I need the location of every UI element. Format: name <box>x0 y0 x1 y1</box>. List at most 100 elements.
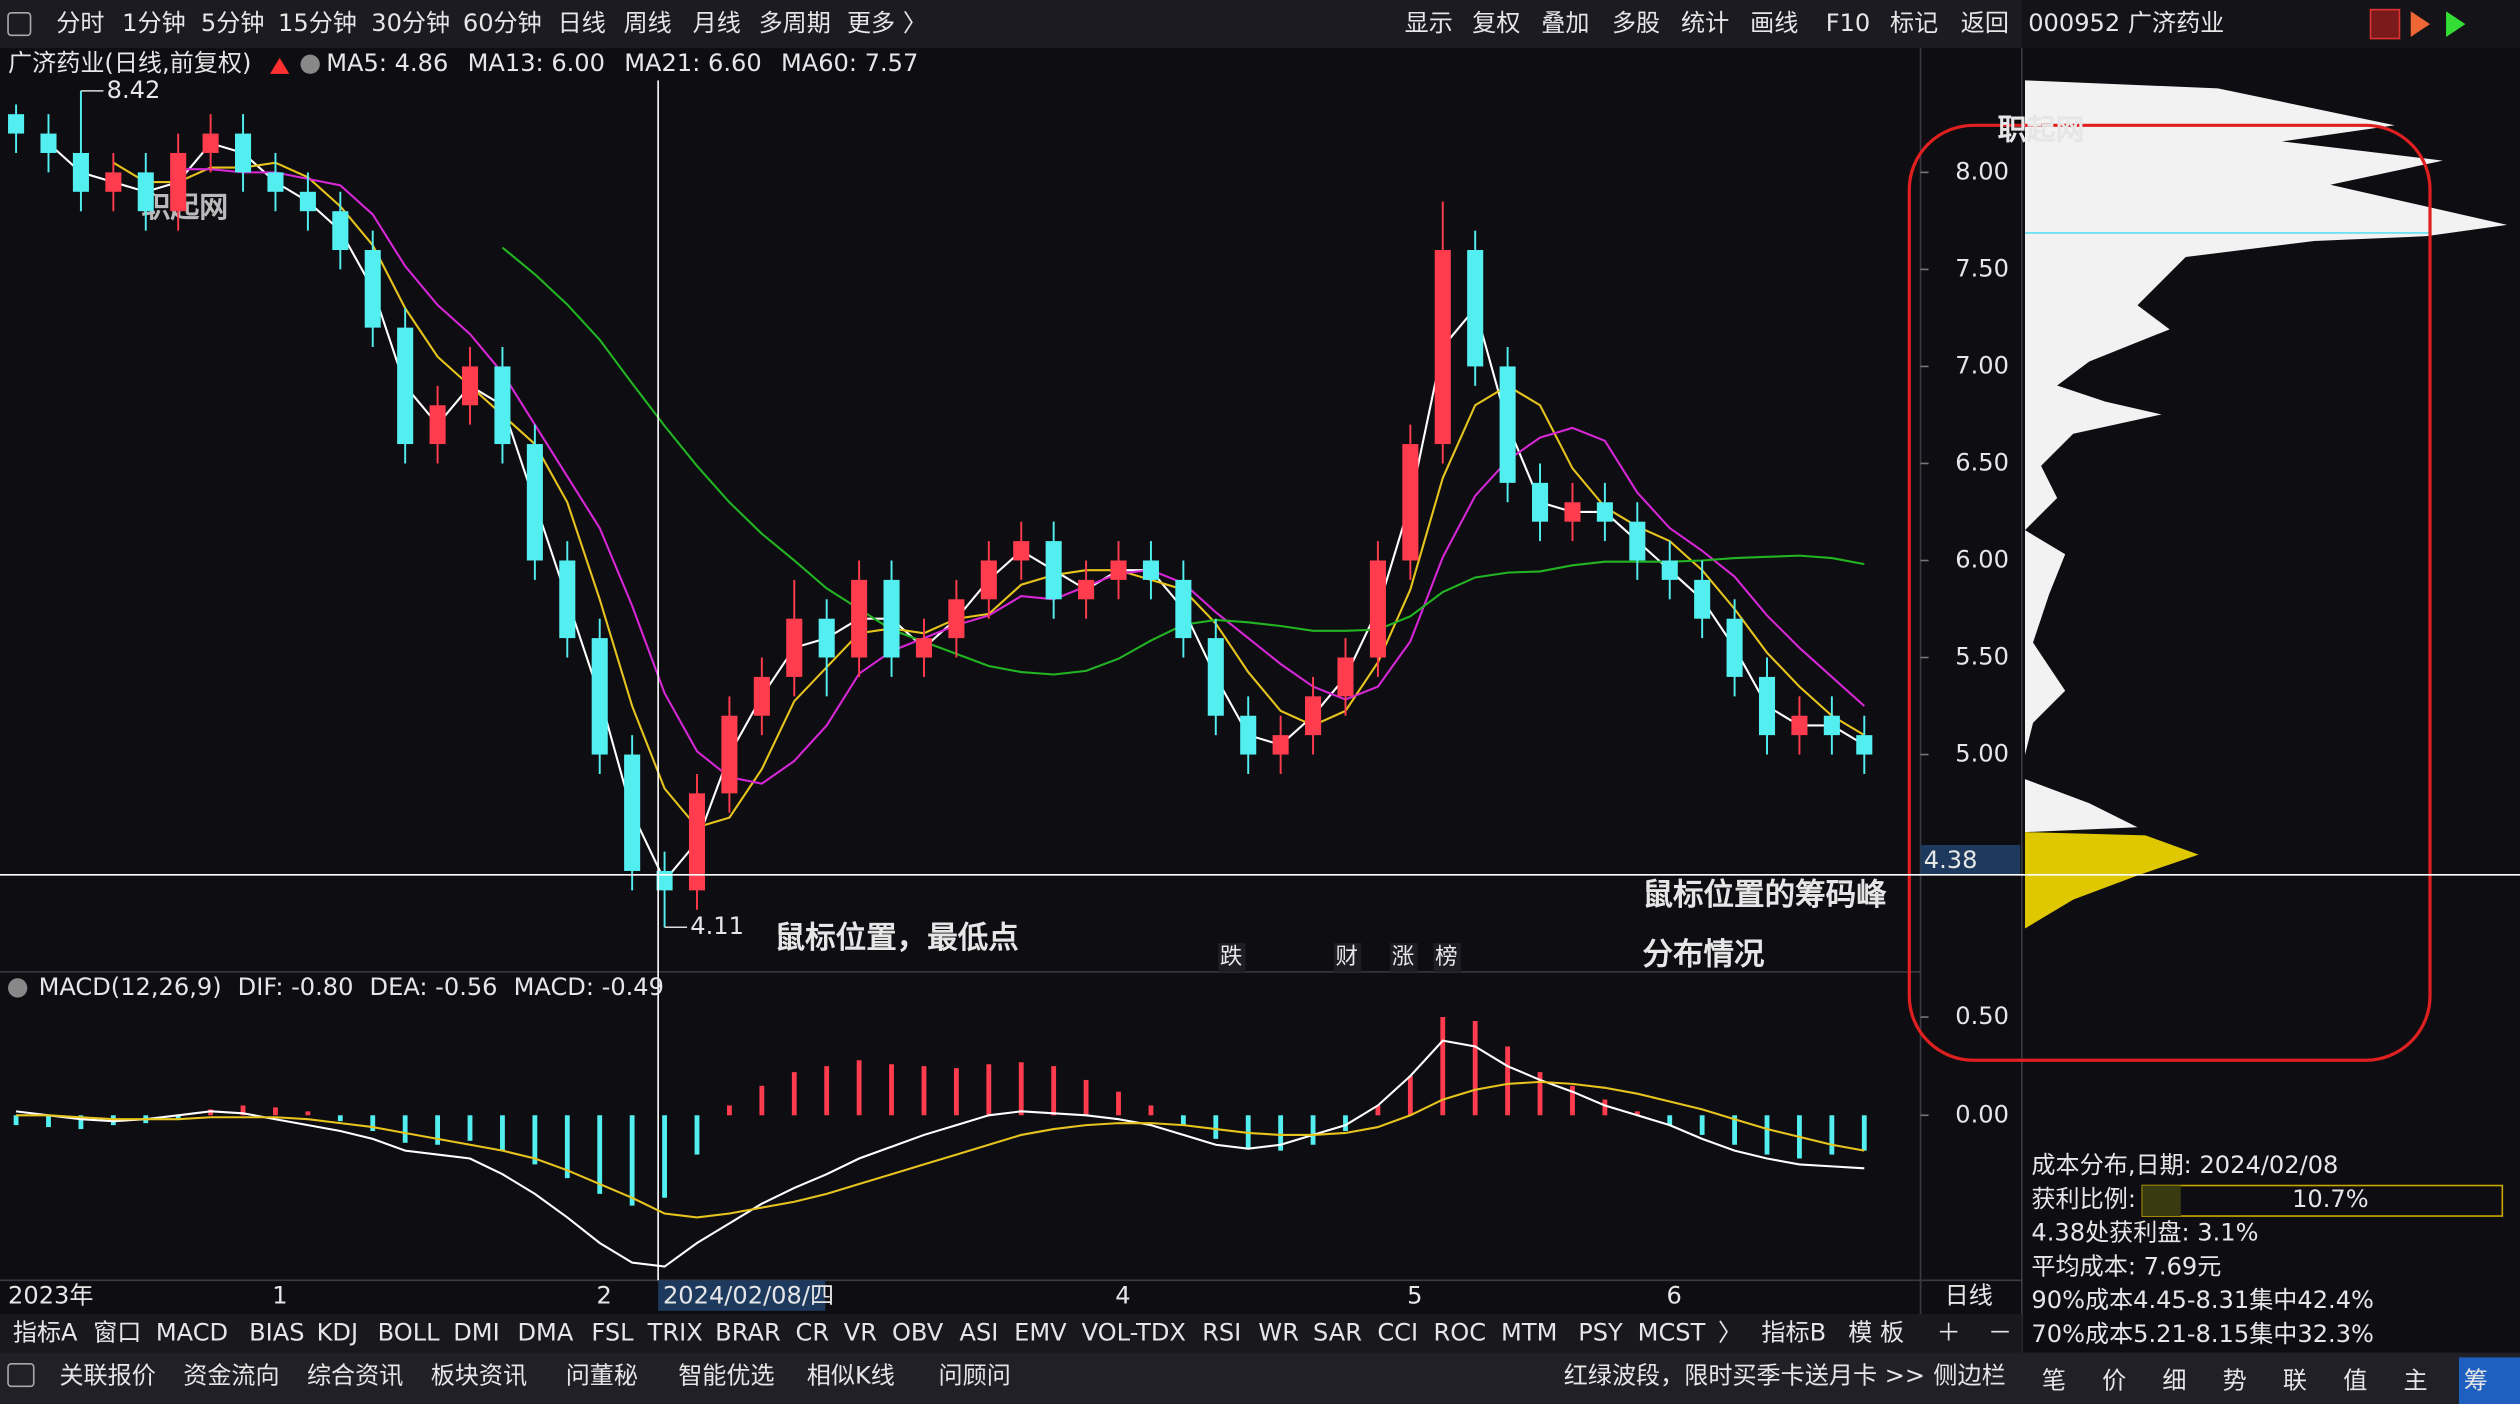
side-tab[interactable]: 细 <box>2162 1367 2186 1395</box>
indicator-tab[interactable]: PSY <box>1578 1318 1623 1346</box>
toolbar-tab[interactable]: 日线 <box>558 9 606 37</box>
bottom-tab[interactable]: 板块资讯 <box>431 1362 527 1390</box>
indicator-tab[interactable]: FSL <box>591 1318 634 1346</box>
side-tab[interactable]: 势 <box>2223 1367 2247 1395</box>
candle-body <box>267 172 284 192</box>
toolbar-tab[interactable]: 60分钟 <box>463 9 542 37</box>
indicator-tab[interactable]: 指标B <box>1761 1318 1826 1346</box>
toolbar-button[interactable]: F10 <box>1826 9 1871 37</box>
chip-line: 4.38处获利盘: 3.1% <box>2031 1219 2258 1247</box>
bottom-tab[interactable]: 问顾问 <box>939 1362 1011 1390</box>
indicator-tab[interactable]: EMV <box>1014 1318 1067 1346</box>
indicator-tab[interactable]: 窗口 <box>93 1318 141 1346</box>
side-tab[interactable]: 联 <box>2283 1367 2307 1395</box>
candle-body <box>721 715 738 794</box>
bottom-tab[interactable]: 关联报价 <box>59 1362 155 1390</box>
period-label: 日线 <box>1945 1281 1993 1309</box>
event-tag[interactable]: 涨 <box>1392 944 1414 970</box>
event-tag[interactable]: 财 <box>1336 944 1358 970</box>
bottom-tab[interactable]: 问董秘 <box>566 1362 638 1390</box>
icon[interactable] <box>2446 11 2466 37</box>
y-tick-label: 8.00 <box>1955 157 2009 185</box>
indicator-tab[interactable]: MACD <box>156 1318 228 1346</box>
indicator-tab[interactable]: TRIX <box>647 1318 703 1346</box>
indicator-tab[interactable]: ASI <box>959 1318 998 1346</box>
indicator-tab[interactable]: DMI <box>453 1318 499 1346</box>
icon[interactable] <box>7 1363 35 1388</box>
toolbar-tab[interactable]: 1分钟 <box>122 9 186 37</box>
indicator-tab[interactable]: CCI <box>1377 1318 1418 1346</box>
bottom-tab[interactable]: 资金流向 <box>183 1362 279 1390</box>
indicator-tab[interactable]: VR <box>844 1318 877 1346</box>
indicator-tab[interactable]: MTM <box>1501 1318 1557 1346</box>
toolbar-tab[interactable]: 15分钟 <box>278 9 357 37</box>
sidebar-button[interactable]: 侧边栏 <box>1933 1362 2005 1390</box>
candle-body <box>688 793 706 891</box>
promo[interactable]: 红绿波段，限时买季卡送月卡 >> <box>1564 1362 1925 1390</box>
event-tag-bg[interactable] <box>1218 942 1246 972</box>
indicator-tab[interactable]: MCST <box>1638 1318 1706 1346</box>
side-tab[interactable]: 筹 <box>2464 1367 2488 1395</box>
indicator-tab[interactable]: WR <box>1258 1318 1299 1346</box>
candle-body <box>1532 482 1549 522</box>
event-tag-bg[interactable] <box>1333 942 1362 972</box>
toolbar-tab[interactable]: 分时 <box>56 9 104 37</box>
side-tab[interactable]: 笔 <box>2042 1367 2066 1395</box>
indicator-tab[interactable]: CR <box>796 1318 830 1346</box>
bottom-tab[interactable]: 相似K线 <box>807 1362 895 1390</box>
indicator-tab[interactable]: KDJ <box>317 1318 358 1346</box>
toolbar-button[interactable]: 画线 <box>1750 9 1798 37</box>
indicator-tab[interactable]: 〉 <box>1718 1318 1742 1346</box>
y-tick-label: 7.50 <box>1955 254 2009 282</box>
toolbar-button[interactable]: 标记 <box>1890 9 1938 37</box>
candle-body <box>332 211 349 251</box>
side-tab[interactable]: 值 <box>2343 1367 2367 1395</box>
toolbar-tab[interactable]: 多周期 <box>759 9 831 37</box>
annotation: 分布情况 <box>1643 937 1766 972</box>
indicator-tab[interactable]: SAR <box>1313 1318 1362 1346</box>
event-tag-bg[interactable] <box>1433 942 1461 972</box>
candle-body <box>494 366 511 445</box>
candle-body <box>1434 250 1451 445</box>
event-tag-bg[interactable] <box>1390 942 1418 972</box>
side-tab[interactable]: 主 <box>2403 1367 2427 1395</box>
toolbar-button[interactable]: 显示 <box>1405 9 1453 37</box>
toolbar-button[interactable]: 复权 <box>1472 9 1520 37</box>
event-tag[interactable]: 跌 <box>1220 944 1242 970</box>
indicator-tab[interactable]: VOL-TDX <box>1082 1318 1186 1346</box>
indicator-tab[interactable]: RSI <box>1202 1318 1241 1346</box>
menu-icon[interactable] <box>7 12 32 37</box>
candle-body <box>1467 250 1484 367</box>
indicator-tab[interactable]: － <box>1988 1318 2012 1346</box>
toolbar-button[interactable]: 多股 <box>1612 9 1660 37</box>
indicator-tab[interactable]: BRAR <box>715 1318 781 1346</box>
cursor-date: 2024/02/08/四 <box>663 1281 834 1309</box>
bottom-tab[interactable]: 综合资讯 <box>307 1362 403 1390</box>
indicator-tab[interactable]: DMA <box>518 1318 574 1346</box>
indicator-tab[interactable]: OBV <box>892 1318 944 1346</box>
candle-body <box>8 114 25 134</box>
toggle[interactable] <box>300 54 320 74</box>
indicator-tab[interactable]: ＋ <box>1937 1318 1961 1346</box>
icon[interactable] <box>2369 8 2401 40</box>
indicator-tab[interactable]: BOLL <box>378 1318 441 1346</box>
toolbar-tab[interactable]: 周线 <box>624 9 672 37</box>
toolbar-button[interactable]: 叠加 <box>1541 9 1589 37</box>
toolbar-tab[interactable]: 5分钟 <box>201 9 265 37</box>
indicator-tab[interactable]: 模 板 <box>1848 1318 1904 1346</box>
candle-body <box>299 191 316 212</box>
toggle[interactable] <box>8 978 28 998</box>
bottom-tab[interactable]: 智能优选 <box>678 1362 774 1390</box>
toolbar-button[interactable]: 返回 <box>1961 9 2009 37</box>
candle-body <box>1823 715 1840 736</box>
toolbar-tab[interactable]: 更多 〉 <box>847 9 927 37</box>
toolbar-tab[interactable]: 30分钟 <box>371 9 450 37</box>
event-tag[interactable]: 榜 <box>1435 944 1457 970</box>
side-tab[interactable]: 价 <box>2102 1367 2126 1395</box>
icon[interactable] <box>2410 11 2430 37</box>
indicator-tab[interactable]: BIAS <box>249 1318 304 1346</box>
toolbar-tab[interactable]: 月线 <box>693 9 741 37</box>
indicator-tab[interactable]: 指标A <box>13 1318 78 1346</box>
indicator-tab[interactable]: ROC <box>1434 1318 1487 1346</box>
toolbar-button[interactable]: 统计 <box>1681 9 1729 37</box>
